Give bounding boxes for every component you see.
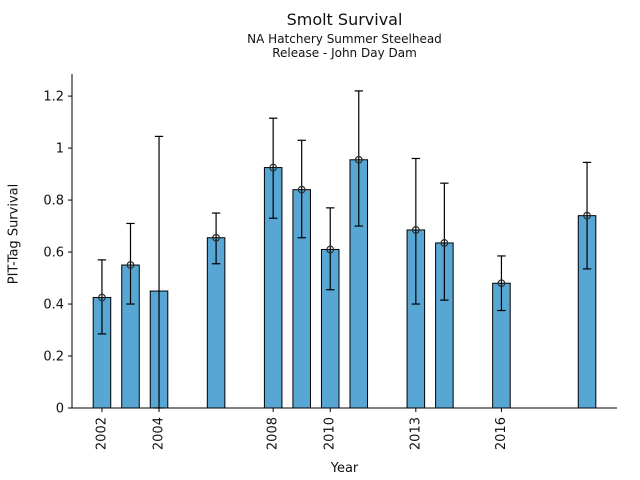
x-tick-label: 2008 — [266, 417, 281, 450]
chart-subtitle-line2: Release - John Day Dam — [272, 46, 417, 60]
y-tick-label: 0.6 — [43, 246, 64, 261]
y-tick-label: 1 — [56, 142, 64, 157]
y-tick-label: 0.4 — [43, 298, 64, 313]
y-tick-label: 0.8 — [43, 194, 64, 209]
y-tick-label: 1.2 — [43, 90, 64, 105]
y-tick-label: 0.2 — [43, 350, 64, 365]
point-marker — [354, 155, 363, 164]
point-marker — [583, 211, 591, 220]
y-tick-label: 0 — [56, 402, 64, 417]
point-marker — [98, 293, 106, 302]
x-tick-label: 2002 — [94, 417, 109, 450]
point-marker — [297, 185, 306, 194]
x-tick-label: 2010 — [323, 417, 338, 450]
x-tick-label: 2013 — [408, 417, 423, 450]
point-marker — [440, 239, 449, 247]
point-marker — [269, 163, 278, 172]
point-marker — [212, 233, 220, 242]
point-marker — [326, 245, 335, 254]
y-axis-label: PIT-Tag Survival — [6, 183, 22, 285]
point-marker — [126, 261, 135, 269]
point-marker — [411, 226, 420, 234]
chart-subtitle-line1: NA Hatchery Summer Steelhead — [247, 32, 442, 46]
point-marker — [497, 279, 506, 288]
x-tick-label: 2004 — [152, 417, 167, 450]
x-axis-label: Year — [330, 461, 359, 476]
x-tick-label: 2016 — [494, 417, 509, 450]
chart-title: Smolt Survival — [286, 10, 403, 29]
